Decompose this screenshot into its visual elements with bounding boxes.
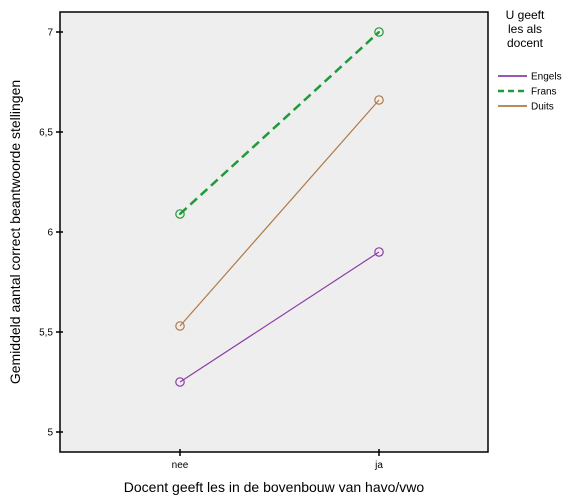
data-point-center-frans (378, 31, 380, 33)
y-tick-label: 6 (47, 228, 53, 239)
data-point-engels (175, 377, 185, 387)
y-tick-label: 6,5 (39, 128, 53, 139)
data-point-frans (374, 27, 384, 37)
data-point-duits (374, 95, 384, 105)
data-point-engels (374, 247, 384, 257)
data-point-duits (175, 321, 185, 331)
legend-title-line-3: docent (507, 36, 544, 50)
legend-label: Duits (531, 102, 554, 113)
x-axis: nee ja (172, 449, 383, 471)
legend-title-line-2: les als (508, 22, 542, 36)
legend-label: Engels (531, 72, 562, 83)
x-tick-label: nee (172, 460, 189, 471)
legend-title-line-1: U geeft (506, 8, 545, 22)
y-axis-title: Gemiddeld aantal correct beantwoorde ste… (7, 80, 23, 384)
y-axis: 5 5,5 6 6,5 7 (39, 28, 63, 439)
series-layer (175, 27, 384, 387)
series-line-engels (179, 251, 380, 383)
plot-area (59, 11, 489, 453)
y-tick-label: 5 (47, 428, 53, 439)
y-tick-label: 7 (47, 28, 53, 39)
legend-item-engels: Engels (498, 72, 562, 83)
series-line-duits (179, 99, 380, 327)
legend-label: Frans (531, 87, 557, 98)
data-point-center-frans (179, 213, 181, 215)
legend: U geeft les als docent Engels Frans Duits (498, 8, 562, 113)
series-line-frans (179, 31, 380, 215)
legend-item-duits: Duits (498, 102, 554, 113)
data-point-frans (175, 209, 185, 219)
x-axis-title: Docent geeft les in de bovenbouw van hav… (124, 479, 425, 495)
x-tick-label: ja (374, 460, 383, 471)
legend-item-frans: Frans (498, 87, 557, 98)
y-tick-label: 5,5 (39, 328, 53, 339)
